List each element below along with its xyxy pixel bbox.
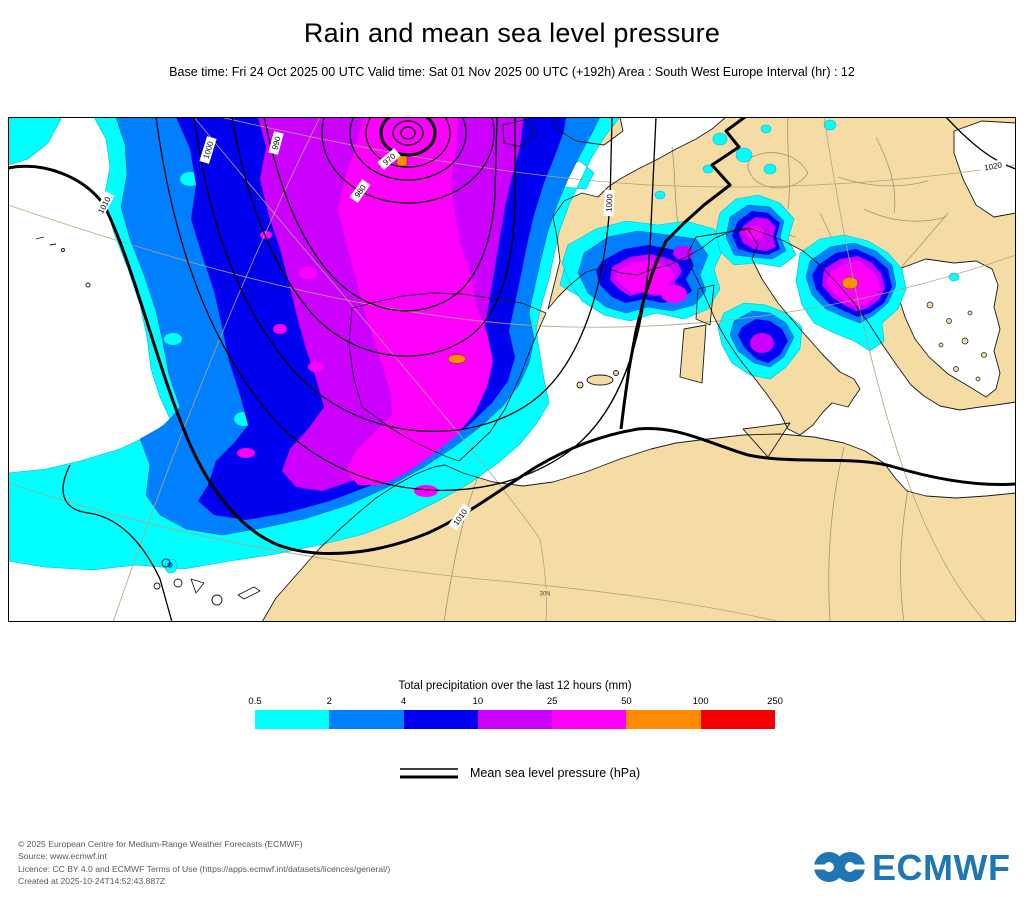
tick-label: 2 — [326, 696, 332, 707]
chart-subtitle: Base time: Fri 24 Oct 2025 00 UTC Valid … — [169, 65, 855, 79]
graticule-label: 30N — [539, 592, 550, 598]
tick-label: 250 — [767, 696, 783, 707]
tick-label: 25 — [546, 696, 558, 707]
page-title: Rain and mean sea level pressure — [303, 18, 721, 48]
isobar-label: 1020 — [984, 160, 1004, 172]
precip-swatch — [255, 710, 330, 729]
chart-header: Rain and mean sea level pressure Base ti… — [0, 0, 1024, 79]
footer-line: Licence: CC BY 4.0 and ECMWF Terms of Us… — [18, 863, 391, 874]
precip-color-bar — [255, 710, 775, 729]
precip-swatch — [626, 710, 701, 729]
footer-line: Created at 2025-10-24T14:52:43.887Z — [18, 876, 166, 887]
tick-label: 0.5 — [248, 696, 262, 707]
map-frame — [8, 117, 1016, 622]
isobar-label: 990 — [270, 135, 282, 151]
footer-line: © 2025 European Centre for Medium-Range … — [18, 839, 303, 849]
precip-swatch — [403, 710, 478, 729]
footer-line: Source: www.ecmwf.int — [18, 851, 107, 862]
tick-label: 50 — [621, 696, 632, 707]
precip-swatch — [477, 710, 553, 729]
mslp-legend-label: Mean sea level pressure (hPa) — [470, 766, 641, 780]
ecmwf-logo-icon — [812, 852, 867, 882]
tick-label: 4 — [400, 696, 407, 707]
ecmwf-logo: ECMWF — [812, 842, 1012, 897]
tick-label: 100 — [692, 696, 709, 707]
precip-swatch — [552, 710, 627, 729]
map-canvas: 970 980 990 1000 1000 1010 1010 1020 30N — [8, 117, 1016, 622]
isobar-label: 1000 — [605, 193, 615, 212]
aegean-islands — [926, 301, 987, 382]
ecmwf-logo-text: ECMWF — [872, 847, 1010, 888]
aegean-sea — [897, 258, 1001, 398]
precip-legend-title: Total precipitation over the last 12 hou… — [398, 680, 632, 692]
precip-magenta-layer — [237, 117, 880, 497]
precip-swatch — [700, 710, 775, 729]
precip-swatch — [329, 710, 404, 729]
tick-label: 10 — [472, 696, 484, 707]
weather-map: 970 980 990 1000 1000 1010 1010 1020 30N — [8, 117, 1016, 622]
coastlines — [35, 117, 1016, 622]
ecmwf-logo-graphic: ECMWF — [812, 847, 1010, 888]
mslp-line-symbol — [400, 768, 458, 779]
precip-legend-ticks: 0.5 2 4 10 25 50 100 250 — [248, 696, 783, 708]
copyright-footer: © 2025 European Centre for Medium-Range … — [18, 838, 390, 888]
